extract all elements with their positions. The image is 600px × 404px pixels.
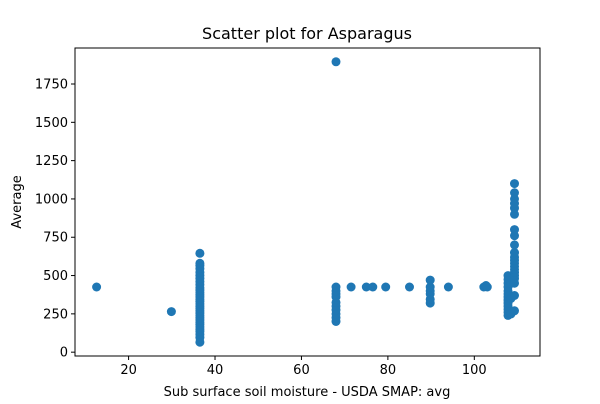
scatter-point — [92, 282, 102, 292]
scatter-point — [443, 282, 453, 292]
y-tick-label: 750 — [43, 231, 68, 246]
x-tick-label: 60 — [293, 363, 310, 378]
y-tick-label: 250 — [43, 307, 68, 322]
x-axis-ticks: 20 40 60 80 100 — [120, 356, 487, 378]
scatter-point — [510, 248, 519, 258]
x-tick-label: 20 — [120, 363, 137, 378]
scatter-point — [381, 282, 391, 292]
plot-frame — [74, 47, 541, 357]
y-tick-label: 1500 — [35, 116, 68, 131]
scatter-point — [368, 282, 378, 292]
scatter-point — [166, 307, 176, 317]
scatter-point — [510, 188, 519, 198]
scatter-point — [510, 209, 519, 219]
scatter-point — [346, 282, 356, 292]
scatter-point — [425, 282, 435, 292]
scatter-point — [331, 282, 341, 292]
chart-title: Scatter plot for Asparagus — [202, 24, 412, 43]
scatter-point — [425, 275, 435, 285]
scatter-point — [361, 282, 371, 292]
scatter-point — [331, 57, 341, 67]
x-axis-label: Sub surface soil moisture - USDA SMAP: a… — [164, 385, 451, 400]
scatter-point — [510, 240, 519, 250]
scatter-point — [195, 248, 205, 258]
scatter-point — [482, 282, 492, 292]
marker-layer — [92, 57, 519, 347]
y-tick-label: 500 — [43, 269, 68, 284]
y-tick-label: 1250 — [35, 154, 68, 169]
scatter-point — [510, 291, 519, 300]
x-tick-label: 40 — [207, 363, 224, 378]
scatter-point — [510, 179, 519, 189]
y-axis-ticks: 0 250 500 750 1000 1250 1500 1750 — [35, 78, 75, 361]
y-axis-label: Average — [10, 175, 25, 228]
y-tick-label: 1750 — [35, 78, 68, 93]
scatter-point — [510, 306, 519, 316]
x-tick-label: 100 — [462, 363, 487, 378]
y-tick-label: 1000 — [35, 192, 68, 207]
y-tick-label: 0 — [60, 346, 68, 361]
scatter-point — [405, 282, 414, 292]
scatter-point — [510, 225, 519, 235]
x-tick-label: 80 — [380, 363, 397, 378]
scatter-point — [195, 258, 205, 268]
